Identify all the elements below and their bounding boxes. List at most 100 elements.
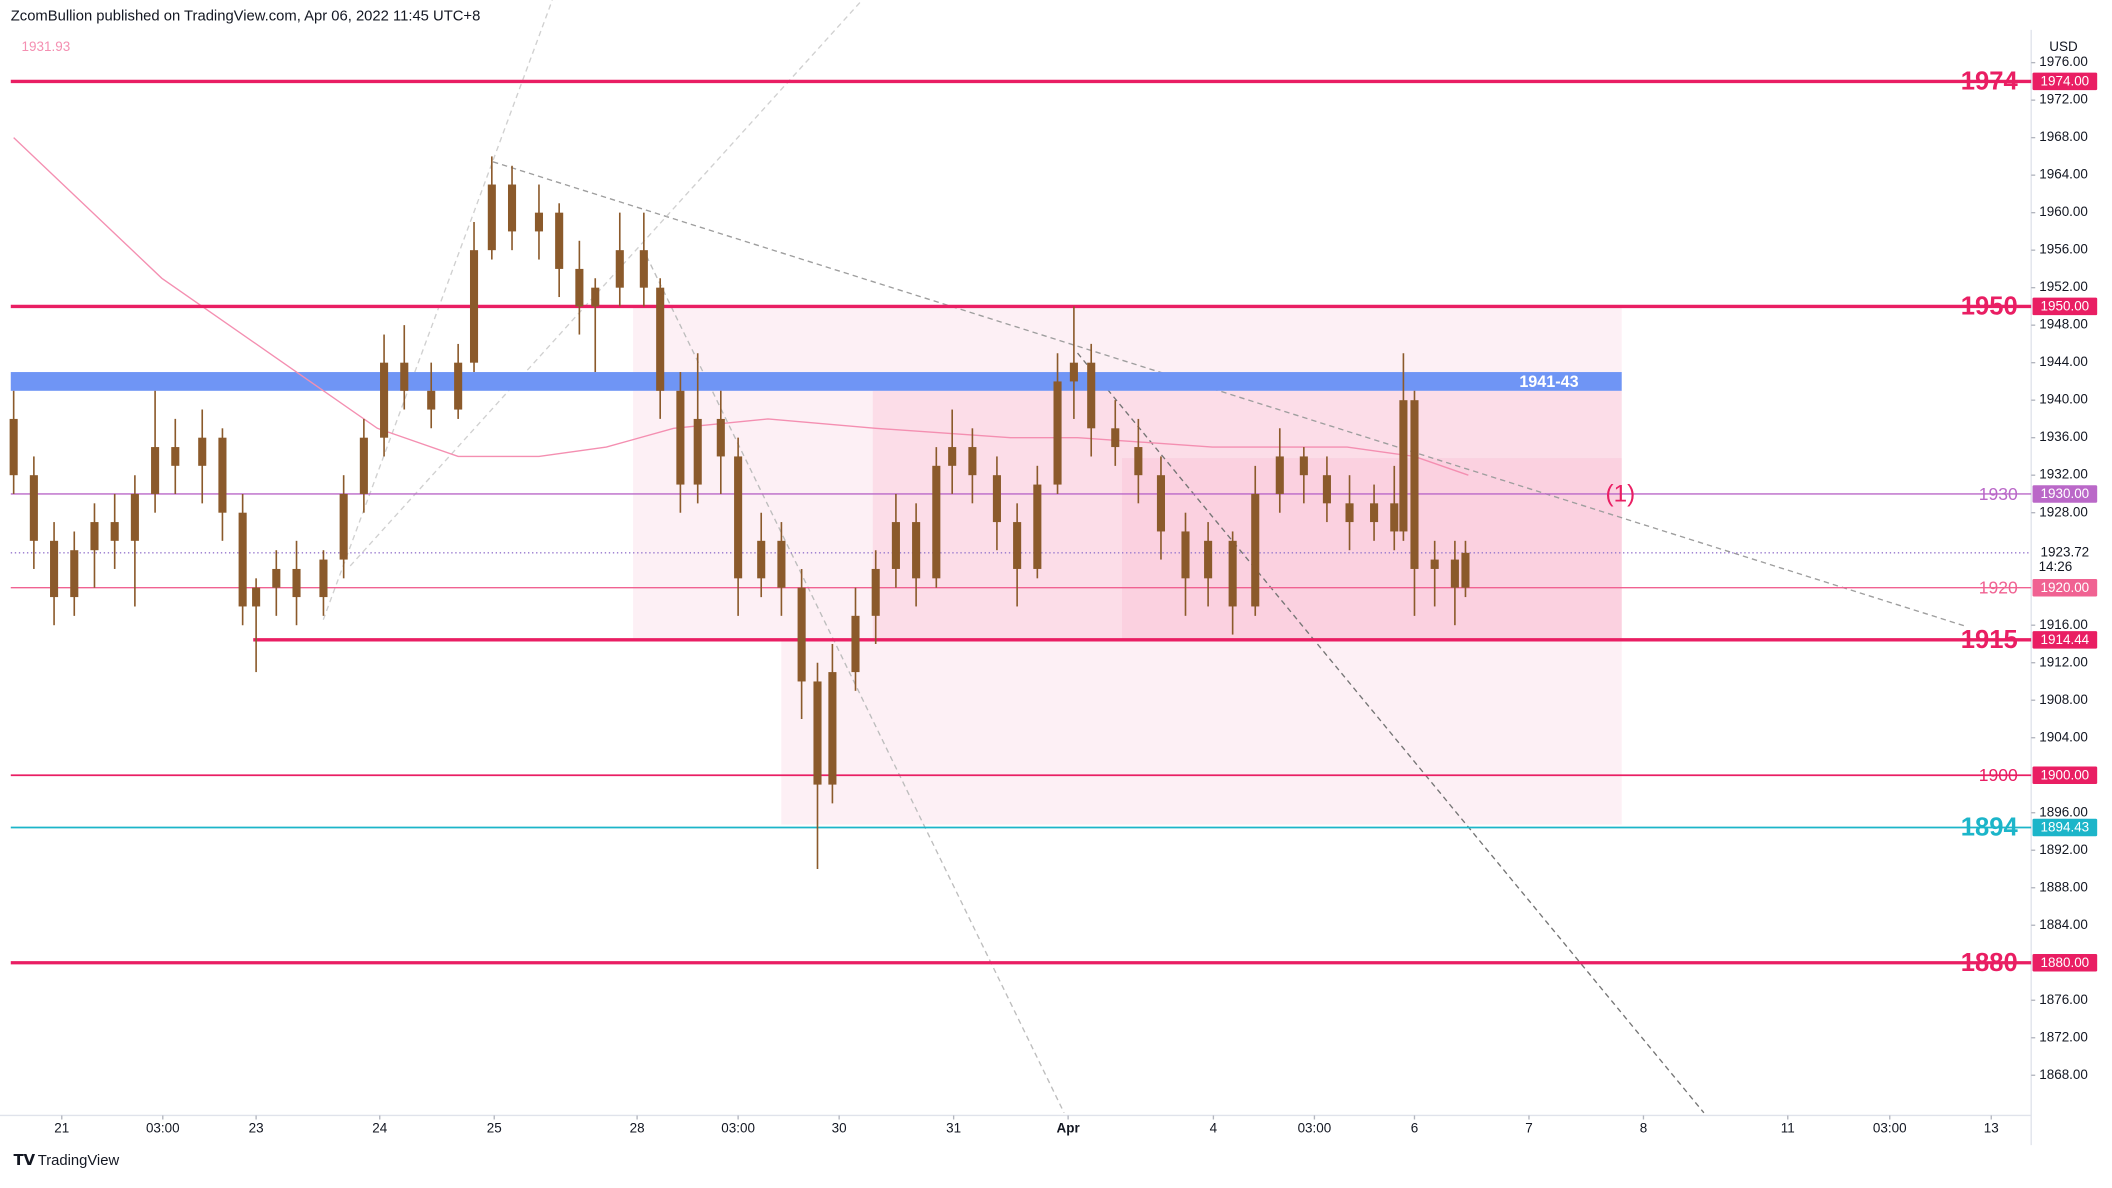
x-tick-label: 6 <box>1411 1120 1418 1135</box>
candle-body <box>50 540 59 598</box>
x-tick-label: 25 <box>487 1120 502 1135</box>
y-tick-label: 1912.00 <box>2039 654 2088 669</box>
candle-body <box>1156 475 1166 532</box>
x-tick-label: 03:00 <box>721 1120 755 1135</box>
x-tick-label: 28 <box>630 1120 645 1135</box>
current-price-badge <box>2032 543 2098 576</box>
candle-body <box>1299 456 1308 476</box>
level-name: 1974 <box>1961 68 2019 96</box>
candle-body <box>968 447 977 476</box>
y-tick-label: 1964.00 <box>2039 167 2088 182</box>
x-tick-label: 21 <box>54 1120 69 1135</box>
candle-body <box>1181 531 1190 579</box>
price-badge <box>2032 818 2098 837</box>
candle-body <box>591 287 600 307</box>
price-badge-label: 1974.00 <box>2041 74 2090 89</box>
currency: USD <box>2049 39 2078 54</box>
y-tick-label: 1968.00 <box>2039 129 2088 144</box>
candle-body <box>1228 540 1237 607</box>
y-tick-label: 1896.00 <box>2039 804 2088 819</box>
y-tick-label: 1972.00 <box>2039 92 2088 107</box>
zone-box <box>1122 458 1622 639</box>
candle-body <box>813 681 822 785</box>
price-badge-label: 1894.43 <box>2041 820 2090 835</box>
x-tick-label: 03:00 <box>146 1120 180 1135</box>
x-tick-label: 03:00 <box>1873 1120 1907 1135</box>
ma-value: 1931.93 <box>22 39 71 54</box>
annotation: (1) <box>1606 481 1636 508</box>
y-tick-label: 1928.00 <box>2039 504 2088 519</box>
candle-body <box>454 362 463 410</box>
price-badge <box>2032 631 2098 649</box>
candle-body <box>693 418 702 485</box>
candle-body <box>198 437 207 466</box>
candle-body <box>797 587 806 682</box>
x-tick-label: Apr <box>1057 1120 1081 1135</box>
candle-body <box>469 250 479 363</box>
x-tick-label: 30 <box>832 1120 847 1135</box>
y-tick-label: 1884.00 <box>2039 917 2088 932</box>
candle-body <box>218 437 227 513</box>
candle-body <box>777 540 786 588</box>
candle-body <box>1345 503 1354 523</box>
resistance-band <box>10 372 1622 391</box>
x-tick-label: 24 <box>372 1120 387 1135</box>
candle-body <box>1069 362 1078 382</box>
candle-body <box>427 390 436 410</box>
candle-body <box>555 212 564 269</box>
candle-body <box>828 672 837 785</box>
candle-body <box>400 362 409 391</box>
price-badge-label: 1900.00 <box>2041 767 2090 782</box>
y-tick-label: 1932.00 <box>2039 467 2088 482</box>
y-tick-label: 1948.00 <box>2039 317 2088 332</box>
trend-line <box>349 0 863 567</box>
candle-body <box>1087 362 1096 429</box>
candle-body <box>757 540 766 579</box>
price-badge-label: 1914.44 <box>2041 632 2090 647</box>
y-tick-label: 1904.00 <box>2039 729 2088 744</box>
logo-icon: 𝗧𝗩 <box>13 1153 35 1169</box>
x-tick-label: 23 <box>249 1120 264 1135</box>
zone-box <box>781 638 1622 825</box>
price-badge-label: 1920.00 <box>2041 580 2090 595</box>
candle-body <box>1013 522 1022 569</box>
x-tick-label: 8 <box>1640 1120 1647 1135</box>
x-tick-label: 03:00 <box>1298 1120 1332 1135</box>
y-tick-label: 1936.00 <box>2039 429 2088 444</box>
candle-body <box>1275 456 1284 494</box>
candle-body <box>912 522 921 579</box>
logo: 𝗧𝗩 TradingView <box>13 1153 119 1169</box>
x-tick-label: 4 <box>1210 1120 1218 1135</box>
y-tick-label: 1908.00 <box>2039 692 2088 707</box>
candle-body <box>1450 559 1459 588</box>
candle-body <box>252 587 261 607</box>
candle-body <box>292 568 301 598</box>
candle-body <box>1322 475 1331 504</box>
candle-body <box>110 522 119 541</box>
y-tick-label: 1940.00 <box>2039 392 2088 407</box>
candle-body <box>380 362 389 438</box>
level-name: 1900 <box>1979 765 2018 785</box>
candle-body <box>871 568 880 616</box>
x-tick-label: 13 <box>1984 1120 1999 1135</box>
level-name: 1950 <box>1961 293 2018 321</box>
candle-body <box>1430 559 1439 569</box>
current-price-label: 1923.72 <box>2041 544 2090 559</box>
level-name: 1930 <box>1979 484 2018 504</box>
candle-body <box>90 522 99 551</box>
y-tick-label: 1872.00 <box>2039 1029 2088 1044</box>
candle-body <box>487 184 496 251</box>
price-badge <box>2032 953 2098 972</box>
candle-body <box>359 437 368 494</box>
y-tick-label: 1952.00 <box>2039 279 2088 294</box>
candle-body <box>1370 503 1379 523</box>
candle-body <box>1410 400 1419 569</box>
candle-body <box>716 418 725 457</box>
candle-body <box>1134 447 1143 476</box>
candle-body <box>130 493 139 541</box>
x-tick-label: 11 <box>1781 1120 1795 1135</box>
level-name: 1880 <box>1961 949 2018 977</box>
header: ZcomBullion published on TradingView.com… <box>11 8 481 24</box>
y-tick-label: 1876.00 <box>2039 992 2088 1007</box>
logo-text: TradingView <box>38 1153 120 1169</box>
